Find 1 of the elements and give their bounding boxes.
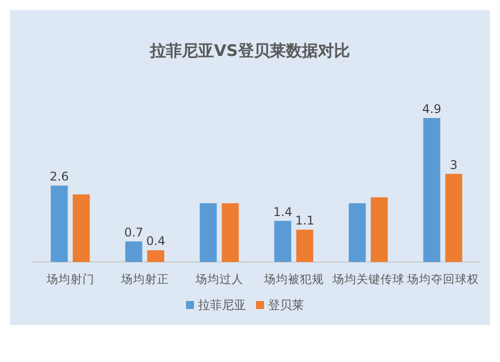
title: 拉菲尼亚VS登贝莱数据对比 (150, 41, 350, 60)
